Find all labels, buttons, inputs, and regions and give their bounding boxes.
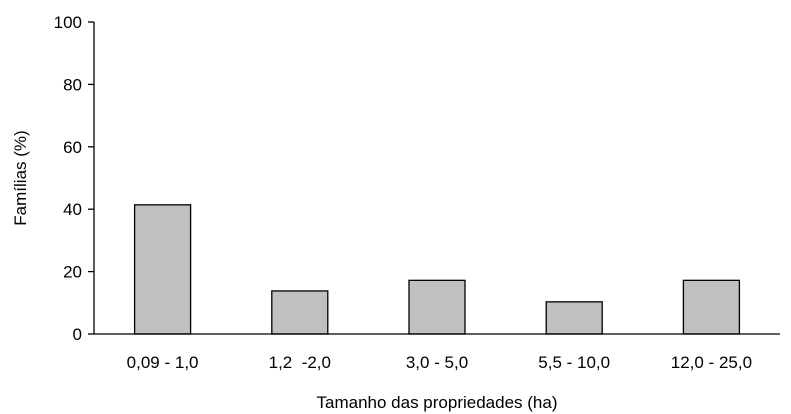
- axes-layer: [93, 22, 780, 335]
- y-tick-label: 0: [73, 325, 82, 344]
- x-tick-labels: 0,09 - 1,0 1,2 -2,0 3,0 - 5,0 5,5 - 10,0 12,…: [127, 353, 752, 372]
- x-tick-label: 5,5 - 10,0: [538, 353, 610, 372]
- y-tick-label: 60: [63, 138, 82, 157]
- bar: [545, 301, 603, 335]
- bar: [682, 279, 741, 335]
- bar: [408, 279, 466, 335]
- y-ticks: 0 20 40 60 80 100: [54, 13, 94, 344]
- bars-layer: [133, 204, 741, 335]
- x-axis-title: Tamanho das propriedades (ha): [317, 393, 558, 412]
- bar: [271, 290, 329, 335]
- y-tick-label: 100: [54, 13, 82, 32]
- y-tick-label: 40: [63, 200, 82, 219]
- y-tick-label: 20: [63, 263, 82, 282]
- x-tick-label: 0,09 - 1,0: [127, 353, 199, 372]
- y-axis-title: Famílias (%): [11, 130, 30, 225]
- y-tick-label: 80: [63, 75, 82, 94]
- bar: [133, 204, 192, 335]
- x-tick-label: 3,0 - 5,0: [406, 353, 468, 372]
- x-tick-label: 12,0 - 25,0: [671, 353, 752, 372]
- x-tick-label: 1,2 -2,0: [269, 353, 331, 372]
